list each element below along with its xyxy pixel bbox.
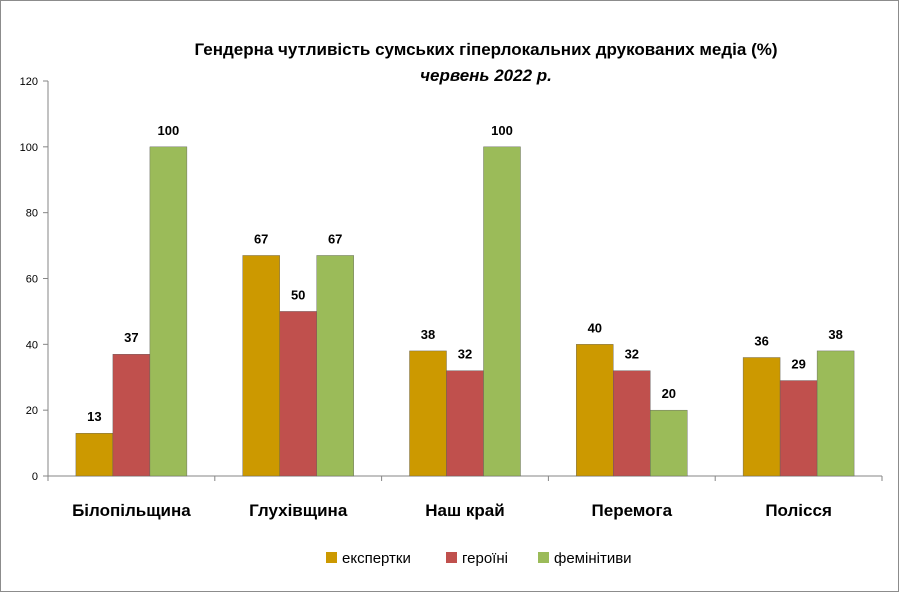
data-label: 32: [625, 347, 639, 362]
bar: [742, 357, 781, 477]
bar: [816, 350, 855, 477]
data-label: 32: [458, 347, 472, 362]
bar: [483, 146, 521, 477]
legend-swatch: [446, 552, 457, 563]
chart-subtitle: червень 2022 р.: [420, 66, 552, 85]
bar: [650, 409, 688, 477]
x-tick-label: Глухівщина: [249, 501, 348, 520]
bars-group: 13 37 100 67 50 67 38 32 100 40 32 20 36 29 38: [75, 123, 855, 477]
bar: [576, 344, 614, 477]
data-label: 38: [421, 327, 435, 342]
x-tick-label: Перемога: [592, 501, 673, 520]
bar: [409, 350, 447, 477]
legend-label: фемінітиви: [554, 550, 632, 567]
data-label: 38: [828, 327, 842, 342]
bar: [149, 146, 188, 477]
bar: [316, 255, 354, 477]
y-tick-label: 100: [20, 142, 38, 154]
y-tick-label: 80: [26, 208, 38, 220]
chart-title: Гендерна чутливість сумських гіперлокаль…: [194, 40, 777, 59]
data-label: 100: [158, 123, 180, 138]
y-tick-label: 0: [32, 471, 38, 483]
data-label: 50: [291, 287, 305, 302]
bar: [112, 354, 151, 477]
data-label: 37: [124, 330, 138, 345]
data-label: 13: [87, 409, 101, 424]
bar: [613, 370, 651, 477]
data-label: 29: [791, 357, 805, 372]
legend-swatch: [326, 552, 337, 563]
data-label: 67: [254, 231, 268, 246]
bar: [279, 311, 317, 477]
y-tick-label: 20: [26, 405, 38, 417]
data-label: 36: [754, 334, 768, 349]
y-tick-label: 120: [20, 76, 38, 88]
x-tick-label: Білопільщина: [72, 501, 191, 520]
legend: експертки героїні фемінітиви: [326, 550, 632, 567]
bar: [779, 380, 818, 477]
y-tick-label: 60: [26, 274, 38, 286]
x-tick-label: Полісся: [765, 501, 832, 520]
y-tick-label: 40: [26, 339, 38, 351]
bar: [242, 255, 280, 477]
bar: [446, 370, 484, 477]
x-tick-label: Наш край: [425, 501, 504, 520]
data-label: 100: [491, 123, 513, 138]
legend-label: експертки: [342, 550, 411, 567]
bar: [75, 433, 114, 477]
legend-swatch: [538, 552, 549, 563]
data-label: 40: [588, 320, 602, 335]
data-label: 67: [328, 231, 342, 246]
legend-label: героїні: [462, 550, 508, 567]
axes: 0 20 40 60 80 100 120 Білопільщина Глухівщина Наш…: [20, 76, 883, 520]
data-label: 20: [662, 386, 676, 401]
